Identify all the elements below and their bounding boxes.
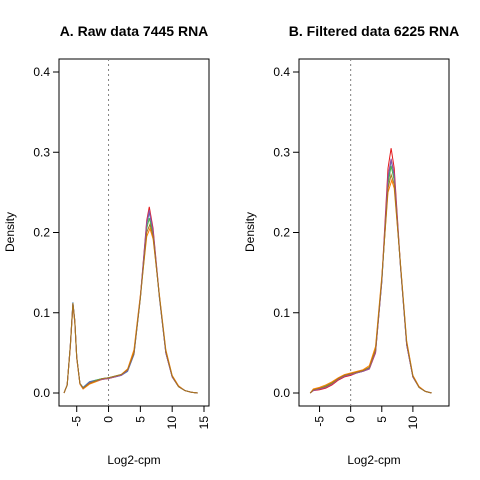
panel-b-density-curve-5 (309, 158, 432, 394)
panel-b-density-curve-1 (309, 148, 432, 394)
panel-a-xtick-label: 0 (102, 416, 116, 423)
panel-a-ytick-label: 0.2 (33, 226, 50, 240)
panel-a-xtick-label: 15 (197, 416, 211, 430)
panel-b-xlabel: Log2-cpm (347, 453, 400, 467)
panel-b-density-curve-2 (309, 160, 432, 394)
panel-b-plot-area: 0.0 0.1 0.2 0.3 0.4 -5 0 5 10 (273, 59, 432, 430)
panel-b-ytick-label: 0.3 (273, 145, 290, 159)
panel-a-ytick-label: 0.3 (33, 145, 50, 159)
panel-b-xtick-label: 0 (344, 416, 358, 423)
panel-a-ylabel: Density (3, 212, 17, 252)
panel-b-ytick-label: 0.4 (273, 65, 290, 79)
panel-b-ylabel: Density (243, 212, 257, 252)
panel-a-xlabel: Log2-cpm (107, 453, 160, 467)
panel-b-density-curve-4 (309, 178, 432, 394)
panel-a-density-curve-2 (63, 212, 198, 394)
panel-a-ytick-label: 0.4 (33, 65, 50, 79)
panel-a-xtick-label: 10 (165, 416, 179, 430)
panel-a-ytick-label: 0.0 (33, 386, 50, 400)
panel-b-xtick-label: 10 (406, 416, 420, 430)
panel-b-density-curve-3 (309, 165, 432, 394)
panel-a-xtick-label: -5 (70, 416, 84, 427)
panel-b-xtick-label: -5 (313, 416, 327, 427)
panel-a-density-curve-5 (63, 209, 198, 394)
panel-a-density-curve-1 (63, 206, 198, 394)
panel-a-xtick-label: 5 (133, 416, 147, 423)
panel-a-title: A. Raw data 7445 RNA (60, 23, 209, 39)
panel-b-title: B. Filtered data 6225 RNA (289, 23, 459, 39)
panel-b: B. Filtered data 6225 RNA 0.00.10.20.30.… (243, 23, 459, 467)
panel-b-xtick-label: 5 (375, 416, 389, 423)
panel-a: A. Raw data 7445 RNA 0.0 0.1 0.2 0.3 0.4 -5 0 5… (3, 23, 211, 467)
panel-b-density-curve-6 (309, 172, 432, 394)
panel-a-density-curve-3 (63, 217, 198, 394)
panel-a-ytick-label: 0.1 (33, 306, 50, 320)
panel-b-ytick-label: 0.1 (273, 306, 290, 320)
panel-a-plot-area: 0.0 0.1 0.2 0.3 0.4 -5 0 5 10 15 (33, 59, 211, 429)
panel-b-ytick-label: 0.0 (273, 386, 290, 400)
panel-a-density-curve-6 (63, 222, 198, 394)
panel-a-density-curve-4 (63, 226, 198, 394)
panel-b-ytick-label: 0.2 (273, 226, 290, 240)
